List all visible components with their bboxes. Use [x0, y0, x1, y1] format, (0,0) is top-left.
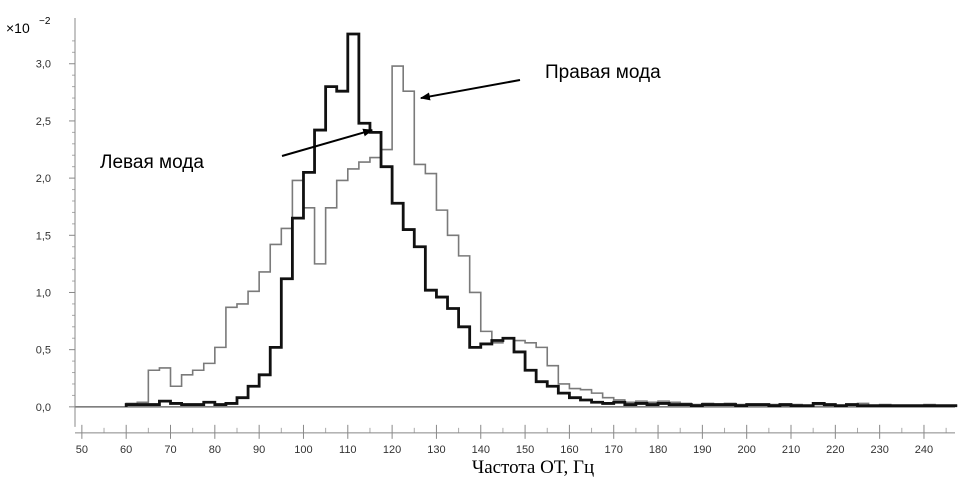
y-tick-label: 3,0 [36, 59, 51, 71]
tick-layer [69, 40, 955, 439]
x-tick-label: 200 [738, 444, 756, 456]
series-left-mode-line [124, 32, 958, 408]
series-layer [124, 32, 958, 408]
x-axis-title: Частота ОТ, Гц [472, 457, 594, 478]
x-tick-label: 240 [915, 444, 933, 456]
y-tick-label: 1,0 [36, 287, 51, 299]
annotation-right-mode-label: Правая мода [545, 62, 661, 83]
x-tick-label: 90 [253, 444, 265, 456]
x-tick-label: 130 [427, 444, 445, 456]
x-tick-label: 50 [76, 444, 88, 456]
x-tick-label: 80 [209, 444, 221, 456]
x-tick-label: 160 [560, 444, 578, 456]
y-tick-label: 2,0 [36, 173, 51, 185]
annotation-left-mode-arrow [281, 128, 374, 157]
annotation-right-mode: Правая мода [419, 62, 661, 101]
y-scale-exponent: −2 [39, 16, 51, 27]
annotation-left-mode: Левая мода [100, 128, 374, 173]
x-tick-label: 70 [164, 444, 176, 456]
y-scale-prefix: ×10 [6, 20, 30, 36]
y-tick-labels: 0,0 0,5 1,0 1,5 2,0 2,5 3,0 [36, 59, 51, 414]
x-tick-label: 120 [383, 444, 401, 456]
series-right-mode-line [125, 65, 958, 407]
annotation-left-mode-label: Левая мода [100, 152, 204, 173]
x-tick-label: 230 [870, 444, 888, 456]
x-tick-label: 140 [472, 444, 490, 456]
y-tick-label: 1,5 [36, 230, 51, 242]
x-tick-label: 60 [120, 444, 132, 456]
x-tick-labels: 50 60 70 80 90 100 110 120 130 140 150 160 170 180 190… [76, 444, 933, 456]
annotation-right-mode-arrow [419, 79, 521, 101]
x-tick-label: 180 [649, 444, 667, 456]
y-tick-label: 0,0 [36, 402, 51, 414]
y-scale-label: ×10 −2 [6, 16, 51, 36]
x-tick-label: 190 [693, 444, 711, 456]
y-tick-label: 0,5 [36, 345, 51, 357]
x-tick-label: 150 [516, 444, 534, 456]
x-tick-label: 220 [826, 444, 844, 456]
x-tick-label: 110 [339, 444, 357, 456]
x-tick-label: 210 [782, 444, 800, 456]
x-tick-label: 170 [605, 444, 623, 456]
x-tick-label: 100 [294, 444, 312, 456]
y-tick-label: 2,5 [36, 116, 51, 128]
